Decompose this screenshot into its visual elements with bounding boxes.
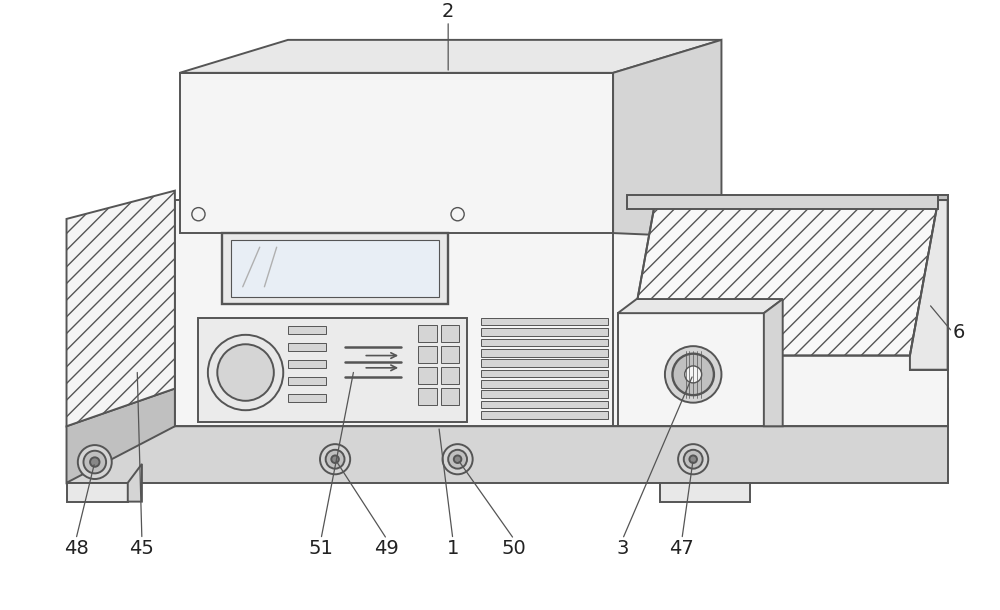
Polygon shape	[222, 233, 448, 304]
Text: 47: 47	[669, 539, 694, 558]
Text: 50: 50	[502, 539, 527, 558]
Polygon shape	[627, 200, 938, 356]
Text: 1: 1	[447, 539, 459, 558]
Circle shape	[443, 444, 473, 475]
Circle shape	[320, 444, 350, 475]
Circle shape	[331, 456, 339, 463]
Polygon shape	[418, 387, 437, 404]
Polygon shape	[67, 191, 175, 426]
Polygon shape	[418, 367, 437, 384]
Polygon shape	[288, 377, 326, 385]
Text: 51: 51	[309, 539, 333, 558]
Polygon shape	[481, 401, 608, 408]
Circle shape	[83, 451, 106, 473]
Polygon shape	[175, 200, 618, 426]
Polygon shape	[660, 483, 750, 501]
Polygon shape	[481, 318, 608, 325]
Polygon shape	[910, 200, 948, 370]
Circle shape	[208, 335, 283, 410]
Circle shape	[217, 344, 274, 401]
Polygon shape	[613, 233, 948, 426]
Circle shape	[90, 458, 99, 467]
Polygon shape	[67, 389, 175, 483]
Polygon shape	[910, 195, 948, 200]
Polygon shape	[481, 349, 608, 356]
Polygon shape	[441, 325, 459, 342]
Polygon shape	[441, 367, 459, 384]
Text: 3: 3	[616, 539, 629, 558]
Polygon shape	[910, 195, 948, 370]
Polygon shape	[481, 370, 608, 377]
Polygon shape	[288, 361, 326, 368]
Polygon shape	[481, 390, 608, 398]
Polygon shape	[418, 346, 437, 363]
Circle shape	[78, 445, 112, 479]
Circle shape	[448, 450, 467, 468]
Circle shape	[684, 450, 703, 468]
Polygon shape	[67, 389, 948, 426]
Circle shape	[685, 366, 702, 383]
Polygon shape	[67, 483, 128, 501]
Polygon shape	[618, 313, 764, 426]
Polygon shape	[67, 426, 948, 483]
Circle shape	[689, 456, 697, 463]
Circle shape	[454, 456, 461, 463]
Polygon shape	[481, 380, 608, 387]
Text: 2: 2	[442, 2, 454, 21]
Polygon shape	[618, 299, 783, 313]
Polygon shape	[288, 394, 326, 402]
Polygon shape	[198, 318, 467, 422]
Polygon shape	[481, 359, 608, 367]
Circle shape	[665, 346, 721, 403]
Polygon shape	[613, 40, 721, 238]
Text: 48: 48	[64, 539, 88, 558]
Polygon shape	[481, 328, 608, 336]
Polygon shape	[180, 40, 721, 73]
Text: 45: 45	[129, 539, 154, 558]
Polygon shape	[128, 464, 142, 501]
Circle shape	[678, 444, 708, 475]
Polygon shape	[441, 387, 459, 404]
Polygon shape	[481, 411, 608, 418]
Polygon shape	[180, 73, 613, 233]
Polygon shape	[613, 200, 948, 233]
Text: 6: 6	[952, 323, 965, 342]
Polygon shape	[231, 240, 439, 297]
Polygon shape	[481, 339, 608, 346]
Polygon shape	[441, 346, 459, 363]
Polygon shape	[764, 299, 783, 426]
Polygon shape	[627, 195, 938, 209]
Polygon shape	[418, 325, 437, 342]
Circle shape	[326, 450, 345, 468]
Polygon shape	[288, 326, 326, 334]
Polygon shape	[288, 343, 326, 351]
Circle shape	[672, 354, 714, 395]
Text: 49: 49	[375, 539, 399, 558]
